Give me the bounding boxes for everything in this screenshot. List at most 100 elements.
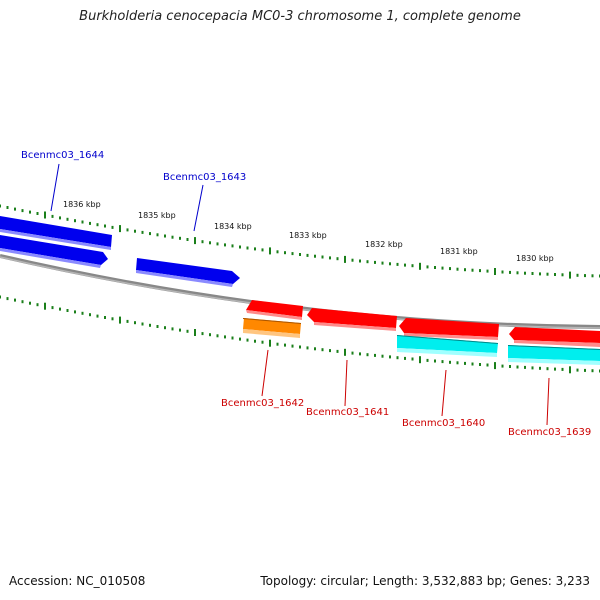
major-tick <box>194 237 196 245</box>
gene-label-reverse[interactable]: Bcenmc03_1640 <box>402 418 485 429</box>
minor-tick <box>524 271 526 275</box>
minor-tick <box>171 235 174 239</box>
minor-tick <box>336 257 339 261</box>
minor-tick <box>321 348 324 352</box>
minor-tick <box>29 301 31 305</box>
minor-tick <box>509 270 511 274</box>
major-tick <box>269 247 271 255</box>
minor-tick <box>141 230 144 234</box>
minor-tick <box>531 272 534 275</box>
minor-tick <box>321 255 324 259</box>
major-tick <box>419 356 421 364</box>
minor-tick <box>351 351 354 355</box>
minor-tick <box>516 271 519 275</box>
major-tick <box>119 225 121 233</box>
minor-tick <box>89 221 91 225</box>
minor-tick <box>426 265 429 269</box>
minor-tick <box>479 363 481 366</box>
minor-tick <box>336 349 339 353</box>
minor-tick <box>306 346 309 350</box>
minor-tick <box>239 245 241 249</box>
minor-tick <box>329 256 331 260</box>
gene-label-forward[interactable]: Bcenmc03_1643 <box>163 172 246 183</box>
minor-tick <box>224 335 226 339</box>
minor-tick <box>554 367 556 371</box>
minor-tick <box>36 303 39 307</box>
minor-tick <box>216 334 219 338</box>
minor-tick <box>239 337 241 341</box>
minor-tick <box>389 355 391 359</box>
minor-tick <box>96 314 99 318</box>
minor-tick <box>224 243 226 247</box>
minor-tick <box>464 361 466 365</box>
minor-tick <box>359 259 361 263</box>
callout-line <box>441 369 447 417</box>
minor-tick <box>246 338 249 342</box>
minor-tick <box>284 251 286 255</box>
minor-tick <box>411 264 414 268</box>
minor-tick <box>456 361 459 365</box>
minor-tick <box>591 369 594 373</box>
minor-tick <box>471 362 474 366</box>
minor-tick <box>524 365 526 369</box>
gene-label-reverse[interactable]: Bcenmc03_1639 <box>508 427 591 438</box>
map-title: Burkholderia cenocepacia MC0-3 chromosom… <box>79 9 521 24</box>
minor-tick <box>179 328 181 332</box>
major-tick <box>194 329 196 336</box>
minor-tick <box>501 364 504 368</box>
major-tick <box>419 262 421 270</box>
minor-tick <box>411 357 414 361</box>
gene-label-reverse[interactable]: Bcenmc03_1642 <box>221 398 304 409</box>
minor-tick <box>479 269 481 273</box>
major-tick <box>344 348 346 356</box>
minor-tick <box>171 327 174 331</box>
minor-tick <box>74 310 76 314</box>
minor-tick <box>396 356 399 360</box>
minor-tick <box>449 360 451 364</box>
gene-Bcenmc03_1640[interactable] <box>397 318 499 357</box>
minor-tick <box>284 343 286 347</box>
minor-tick <box>366 260 369 264</box>
major-tick <box>344 255 346 263</box>
minor-tick <box>66 217 69 221</box>
minor-tick <box>231 244 234 248</box>
scale-tick-label: 1833 kbp <box>289 231 327 240</box>
minor-tick <box>6 297 9 301</box>
minor-tick <box>449 267 451 271</box>
minor-tick <box>156 325 159 328</box>
gene-label-forward[interactable]: Bcenmc03_1644 <box>21 150 104 161</box>
scale-tick-label: 1831 kbp <box>440 247 478 256</box>
minor-tick <box>134 321 136 325</box>
callout-line <box>344 359 348 407</box>
scale-tick-label: 1836 kbp <box>63 200 101 209</box>
minor-tick <box>404 356 406 360</box>
gene-Bcenmc03_1642[interactable] <box>243 300 303 338</box>
gene-Bcenmc03_1643[interactable] <box>136 258 240 287</box>
major-tick <box>269 339 271 347</box>
minor-tick <box>359 352 361 356</box>
scale-tick-label: 1830 kbp <box>516 254 554 263</box>
scale-tick-label: 1834 kbp <box>214 222 252 231</box>
accession-text: Accession: NC_010508 <box>9 574 146 588</box>
minor-tick <box>554 273 556 276</box>
gene-label-reverse[interactable]: Bcenmc03_1641 <box>306 407 389 418</box>
minor-tick <box>576 273 579 277</box>
minor-tick <box>276 342 279 346</box>
gene-Bcenmc03_1641[interactable] <box>307 308 397 331</box>
major-tick <box>44 211 46 219</box>
minor-tick <box>6 206 9 209</box>
minor-tick <box>66 309 69 312</box>
minor-tick <box>156 233 159 237</box>
gene-Bcenmc03_1639[interactable] <box>508 327 600 365</box>
minor-tick <box>314 254 316 258</box>
major-tick <box>569 366 571 374</box>
callout-line <box>50 163 60 212</box>
minor-tick <box>501 270 504 274</box>
minor-tick <box>104 316 106 319</box>
minor-tick <box>36 212 39 215</box>
minor-tick <box>486 269 489 273</box>
gene-Bcenmc03_1644[interactable] <box>0 216 112 268</box>
minor-tick <box>21 209 24 213</box>
minor-tick <box>471 268 474 272</box>
